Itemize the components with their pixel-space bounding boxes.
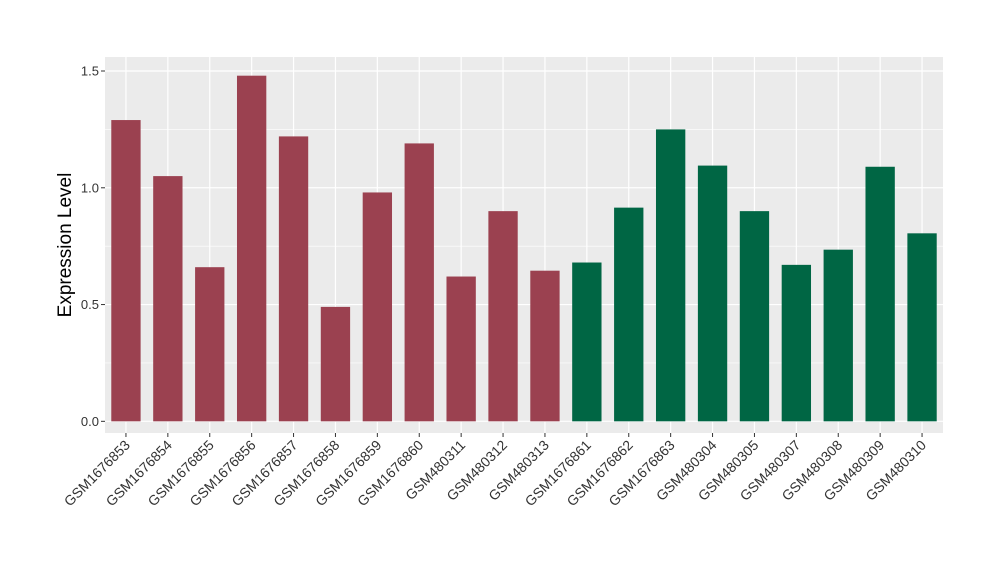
bar-GSM1676856	[236, 75, 267, 422]
bar-GSM1676862	[614, 207, 644, 422]
bar-GSM480312	[488, 211, 518, 422]
bar-GSM1676858	[320, 306, 351, 422]
bar-GSM1676855	[195, 267, 225, 422]
bar-GSM1676854	[153, 176, 183, 422]
y-tick-label: 1.0	[81, 180, 99, 195]
y-tick-label: 1.5	[81, 64, 99, 79]
bar-GSM1676853	[111, 120, 141, 422]
bar-GSM480308	[823, 249, 853, 422]
y-axis: 0.0 0.5 1.0 1.5	[81, 64, 105, 429]
bars	[111, 75, 937, 422]
bar-GSM480311	[446, 276, 476, 422]
bar-GSM1676861	[572, 262, 602, 422]
bar-GSM1676863	[655, 129, 686, 422]
bar-GSM1676859	[362, 192, 393, 422]
bar-GSM1676860	[404, 143, 434, 422]
y-axis-title: Expression Level	[55, 173, 76, 318]
bar-GSM480307	[781, 264, 812, 422]
bar-GSM480304	[697, 165, 728, 422]
bar-GSM480309	[865, 166, 895, 422]
bar-GSM480313	[530, 270, 560, 422]
bar-GSM1676857	[278, 136, 309, 422]
y-tick-label: 0.0	[81, 414, 99, 429]
plot-panel	[105, 57, 943, 433]
y-tick-label: 0.5	[81, 297, 99, 312]
x-axis: GSM1676853GSM1676854GSM1676855GSM1676856…	[61, 433, 929, 509]
bar-GSM480310	[907, 233, 937, 422]
bar-GSM480305	[739, 211, 770, 422]
